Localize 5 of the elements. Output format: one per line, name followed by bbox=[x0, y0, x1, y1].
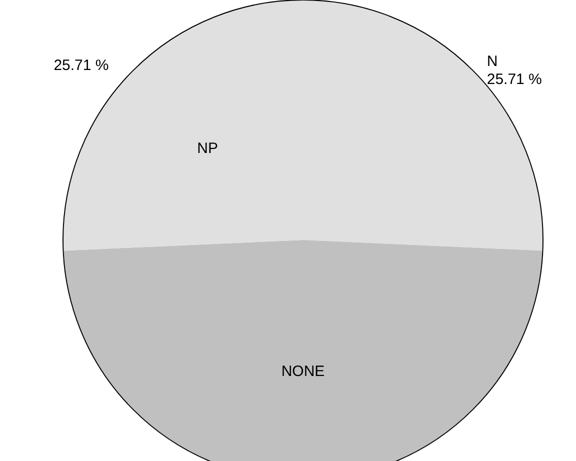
slice-label: NP bbox=[197, 140, 218, 157]
slice-label: NONE bbox=[281, 363, 325, 380]
slice-label: N bbox=[486, 52, 498, 70]
data-label: 25.71 % bbox=[54, 56, 109, 74]
data-label: 25.71 % bbox=[486, 70, 542, 88]
